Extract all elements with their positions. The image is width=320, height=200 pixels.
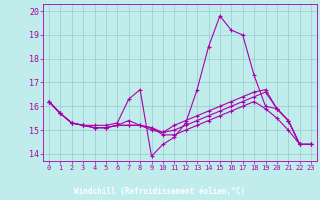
Text: Windchill (Refroidissement éolien,°C): Windchill (Refroidissement éolien,°C) xyxy=(75,187,245,196)
